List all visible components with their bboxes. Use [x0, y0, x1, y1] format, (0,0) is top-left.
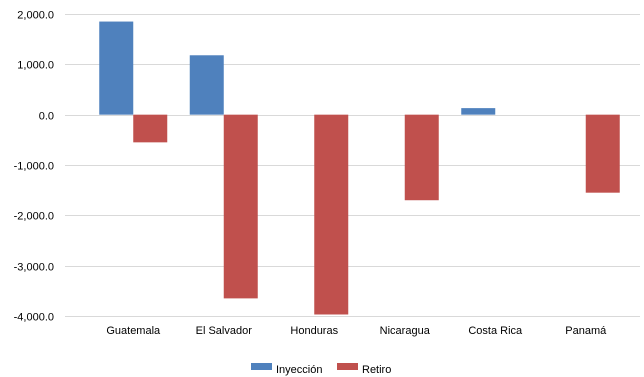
- bar-retiro: [314, 114, 349, 315]
- bar-inyeccion: [99, 21, 134, 115]
- bar-retiro: [133, 114, 168, 143]
- y-tick-label: -1,000.0: [14, 161, 54, 173]
- bar-inyeccion: [189, 55, 224, 115]
- y-axis-tick-labels: 2,000.0 1,000.0 0.0 -1,000.0 -2,000.0 -3,000.…: [14, 10, 54, 324]
- bar-retiro: [585, 114, 620, 193]
- legend-swatch: [251, 363, 272, 370]
- legend: Inyección Retiro: [251, 363, 391, 376]
- bar-retiro: [223, 114, 258, 299]
- legend-label: Inyección: [276, 364, 322, 376]
- bar-inyeccion: [461, 108, 496, 115]
- x-category-label: Guatemala: [106, 325, 161, 337]
- x-category-label: Costa Rica: [468, 325, 523, 337]
- y-tick-label: 0.0: [39, 111, 54, 123]
- legend-swatch: [337, 363, 358, 370]
- y-tick-label: -2,000.0: [14, 211, 54, 223]
- bar-retiro: [404, 114, 439, 201]
- bar-series: [99, 21, 620, 315]
- x-axis-category-labels: Guatemala El Salvador Honduras Nicaragua Cos…: [106, 325, 607, 337]
- legend-label: Retiro: [362, 364, 391, 376]
- y-tick-label: -3,000.0: [14, 262, 54, 274]
- x-category-label: El Salvador: [196, 325, 253, 337]
- x-category-label: Nicaragua: [380, 325, 431, 337]
- y-tick-label: 2,000.0: [17, 10, 54, 22]
- x-category-label: Honduras: [290, 325, 338, 337]
- gridlines: [65, 14, 640, 317]
- x-category-label: Panamá: [565, 325, 607, 337]
- y-tick-label: -4,000.0: [14, 312, 54, 324]
- y-tick-label: 1,000.0: [17, 60, 54, 72]
